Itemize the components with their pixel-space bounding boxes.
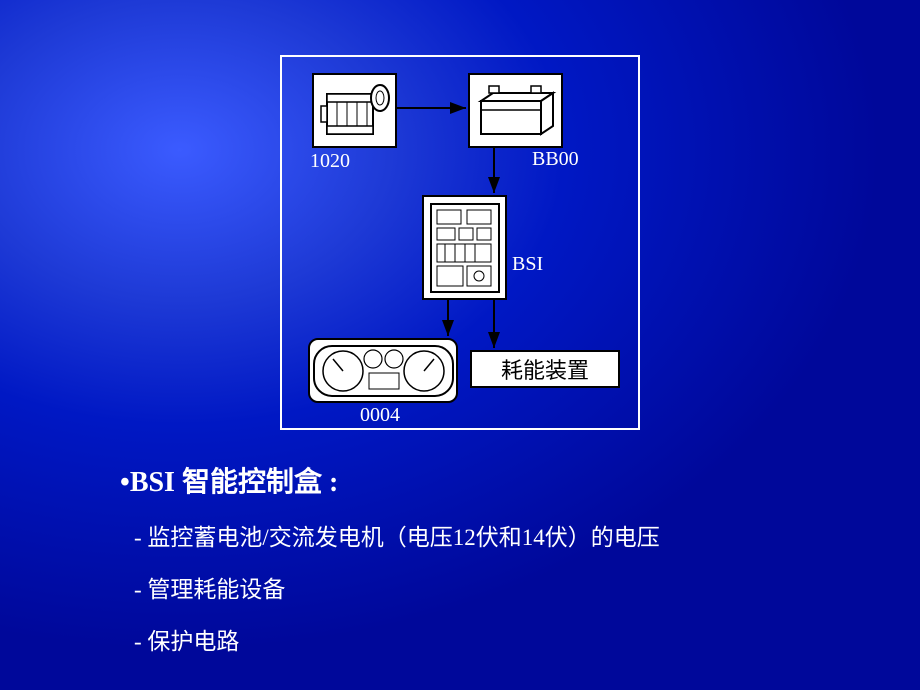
text-line-2: - 管理耗能设备 bbox=[134, 570, 660, 604]
title-text: BSI 智能控制盒 : bbox=[130, 467, 338, 498]
bullet-title: •BSI 智能控制盒 : bbox=[120, 460, 660, 500]
text-block: •BSI 智能控制盒 : - 监控蓄电池/交流发电机（电压12伏和14伏）的电压… bbox=[120, 460, 660, 656]
text-line-3: - 保护电路 bbox=[134, 622, 660, 656]
text-line-1: - 监控蓄电池/交流发电机（电压12伏和14伏）的电压 bbox=[134, 518, 660, 552]
